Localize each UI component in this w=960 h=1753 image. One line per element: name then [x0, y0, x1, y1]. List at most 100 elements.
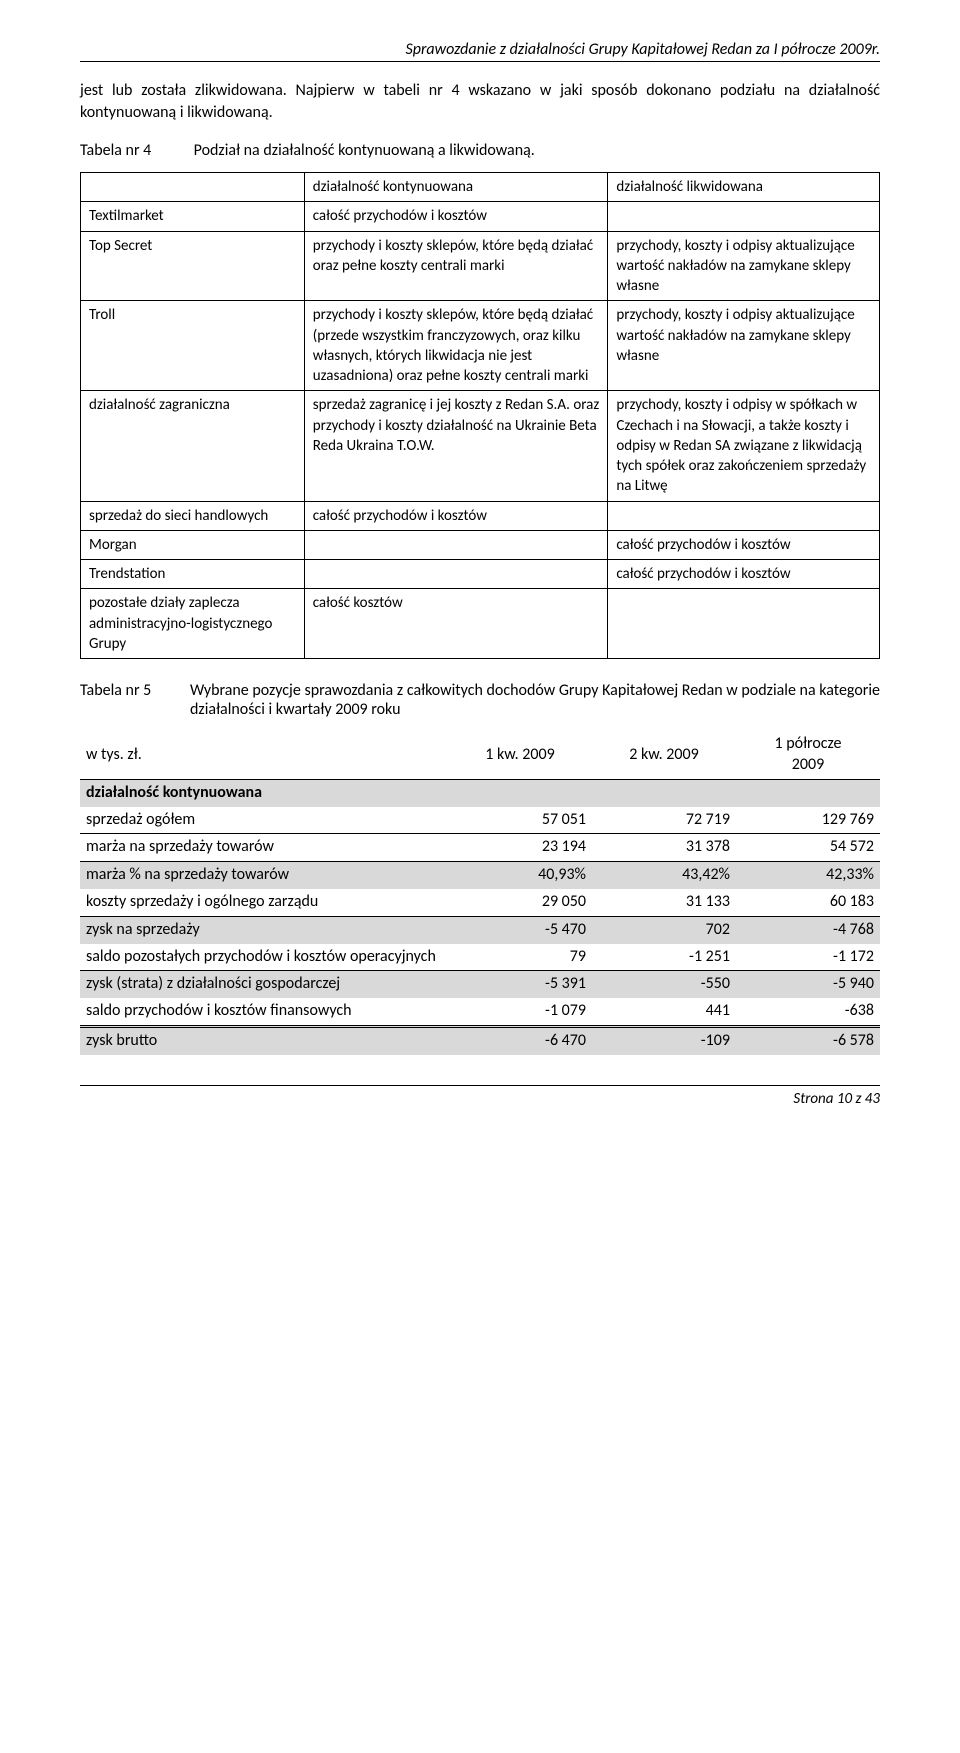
table4-cell: Morgan: [81, 530, 305, 559]
table5-cell-q2: 441: [592, 998, 736, 1026]
table5-cell-label: marża na sprzedaży towarów: [80, 834, 448, 862]
table4-cell: działalność zagraniczna: [81, 391, 305, 501]
table5-cell-h1: -5 940: [736, 971, 880, 998]
table4-cell: przychody, koszty i odpisy aktualizujące…: [608, 231, 880, 301]
table5-cell-q1: -5 391: [448, 971, 592, 998]
table4-row: pozostałe działy zaplecza administracyjn…: [81, 589, 880, 659]
table5-row: saldo pozostałych przychodów i kosztów o…: [80, 944, 880, 971]
table5-cell-q1: 29 050: [448, 889, 592, 916]
tabela4-caption-line: Tabela nr 4 Podział na działalność konty…: [80, 141, 880, 160]
table4-cell: przychody, koszty i odpisy aktualizujące…: [608, 301, 880, 391]
table5-cell-label: saldo przychodów i kosztów finansowych: [80, 998, 448, 1026]
table5-cell-q1: -1 079: [448, 998, 592, 1026]
table5-cell-h1: 42,33%: [736, 862, 880, 889]
table5-cell-q1: 57 051: [448, 807, 592, 834]
table4-header-row: działalność kontynuowana działalność lik…: [81, 173, 880, 202]
table4-cell: całość przychodów i kosztów: [304, 501, 608, 530]
table5-cell-q2: -109: [592, 1026, 736, 1054]
table5-cell-h1: -4 768: [736, 916, 880, 943]
table5-cell-h1: -6 578: [736, 1026, 880, 1054]
table5-cell-q2: 43,42%: [592, 862, 736, 889]
tabela5-caption-line: Tabela nr 5 Wybrane pozycje sprawozdania…: [80, 681, 880, 719]
table4-cell: całość kosztów: [304, 589, 608, 659]
footer-page-number: Strona 10 z 43: [80, 1090, 880, 1108]
table4-header-empty: [81, 173, 305, 202]
table5-cell-h1: -638: [736, 998, 880, 1026]
tabela5-caption: Wybrane pozycje sprawozdania z całkowity…: [190, 681, 880, 719]
table4: działalność kontynuowana działalność lik…: [80, 172, 880, 659]
tabela4-label: Tabela nr 4: [80, 141, 190, 160]
table4-cell: [608, 589, 880, 659]
table5: w tys. zł. 1 kw. 2009 2 kw. 2009 1 półro…: [80, 731, 880, 1055]
table5-cell-label: zysk na sprzedaży: [80, 916, 448, 943]
table5-row: sprzedaż ogółem 57 051 72 719 129 769: [80, 807, 880, 834]
table5-cell-h1: 54 572: [736, 834, 880, 862]
table5-cell-q1: -6 470: [448, 1026, 592, 1054]
header-title: Sprawozdanie z działalności Grupy Kapita…: [80, 40, 880, 59]
footer-divider: [80, 1085, 880, 1086]
table5-col-q2: 2 kw. 2009: [592, 731, 736, 779]
table5-row: koszty sprzedaży i ogólnego zarządu 29 0…: [80, 889, 880, 916]
table5-row: saldo przychodów i kosztów finansowych -…: [80, 998, 880, 1026]
table5-row: zysk brutto -6 470 -109 -6 578: [80, 1026, 880, 1054]
table4-cell: sprzedaż do sieci handlowych: [81, 501, 305, 530]
table5-row: zysk na sprzedaży -5 470 702 -4 768: [80, 916, 880, 943]
table4-header-col3: działalność likwidowana: [608, 173, 880, 202]
table4-row: Top Secret przychody i koszty sklepów, k…: [81, 231, 880, 301]
table5-cell-label: sprzedaż ogółem: [80, 807, 448, 834]
table5-cell-q1: 23 194: [448, 834, 592, 862]
table4-cell: przychody, koszty i odpisy w spółkach w …: [608, 391, 880, 501]
table4-cell: całość przychodów i kosztów: [304, 202, 608, 231]
table4-cell: sprzedaż zagranicę i jej koszty z Redan …: [304, 391, 608, 501]
table5-cell-label: saldo pozostałych przychodów i kosztów o…: [80, 944, 448, 971]
table4-row: Morgan całość przychodów i kosztów: [81, 530, 880, 559]
table5-cell-h1: 60 183: [736, 889, 880, 916]
table5-row: marża na sprzedaży towarów 23 194 31 378…: [80, 834, 880, 862]
table4-row: Trendstation całość przychodów i kosztów: [81, 560, 880, 589]
table5-section-label: działalność kontynuowana: [80, 779, 880, 806]
tabela5-label: Tabela nr 5: [80, 681, 190, 700]
table4-cell: całość przychodów i kosztów: [608, 530, 880, 559]
table4-cell: [608, 501, 880, 530]
table4-cell: Top Secret: [81, 231, 305, 301]
table5-row: zysk (strata) z działalności gospodarcze…: [80, 971, 880, 998]
table5-cell-h1: -1 172: [736, 944, 880, 971]
table4-cell: Trendstation: [81, 560, 305, 589]
header-divider: [80, 61, 880, 62]
tabela4-caption: Podział na działalność kontynuowaną a li…: [194, 141, 535, 160]
table4-cell: [304, 560, 608, 589]
table4-cell: pozostałe działy zaplecza administracyjn…: [81, 589, 305, 659]
table5-cell-q2: -550: [592, 971, 736, 998]
table4-cell: całość przychodów i kosztów: [608, 560, 880, 589]
table4-header-col2: działalność kontynuowana: [304, 173, 608, 202]
table5-cell-label: marża % na sprzedaży towarów: [80, 862, 448, 889]
table5-cell-label: koszty sprzedaży i ogólnego zarządu: [80, 889, 448, 916]
page: Sprawozdanie z działalności Grupy Kapita…: [0, 0, 960, 1148]
table5-cell-q1: 79: [448, 944, 592, 971]
table5-col-q1: 1 kw. 2009: [448, 731, 592, 779]
table5-cell-q2: 702: [592, 916, 736, 943]
table4-row: Textilmarket całość przychodów i kosztów: [81, 202, 880, 231]
table4-cell: przychody i koszty sklepów, które będą d…: [304, 301, 608, 391]
table5-cell-label: zysk brutto: [80, 1026, 448, 1054]
table4-row: działalność zagraniczna sprzedaż zagrani…: [81, 391, 880, 501]
table5-header-row: w tys. zł. 1 kw. 2009 2 kw. 2009 1 półro…: [80, 731, 880, 779]
table5-cell-q2: 31 378: [592, 834, 736, 862]
table4-cell: Troll: [81, 301, 305, 391]
table5-col-h1: 1 półrocze 2009: [736, 731, 880, 779]
table5-cell-q2: -1 251: [592, 944, 736, 971]
table4-cell: [608, 202, 880, 231]
table5-cell-q2: 31 133: [592, 889, 736, 916]
table5-cell-h1: 129 769: [736, 807, 880, 834]
table4-row: Troll przychody i koszty sklepów, które …: [81, 301, 880, 391]
table4-cell: Textilmarket: [81, 202, 305, 231]
paragraph-intro: jest lub została zlikwidowana. Najpierw …: [80, 80, 880, 123]
table5-section-row: działalność kontynuowana: [80, 779, 880, 806]
table5-cell-q1: 40,93%: [448, 862, 592, 889]
table5-cell-q2: 72 719: [592, 807, 736, 834]
table5-cell-q1: -5 470: [448, 916, 592, 943]
table4-cell: przychody i koszty sklepów, które będą d…: [304, 231, 608, 301]
table4-row: sprzedaż do sieci handlowych całość przy…: [81, 501, 880, 530]
table5-col-desc: w tys. zł.: [80, 731, 448, 779]
table4-cell: [304, 530, 608, 559]
